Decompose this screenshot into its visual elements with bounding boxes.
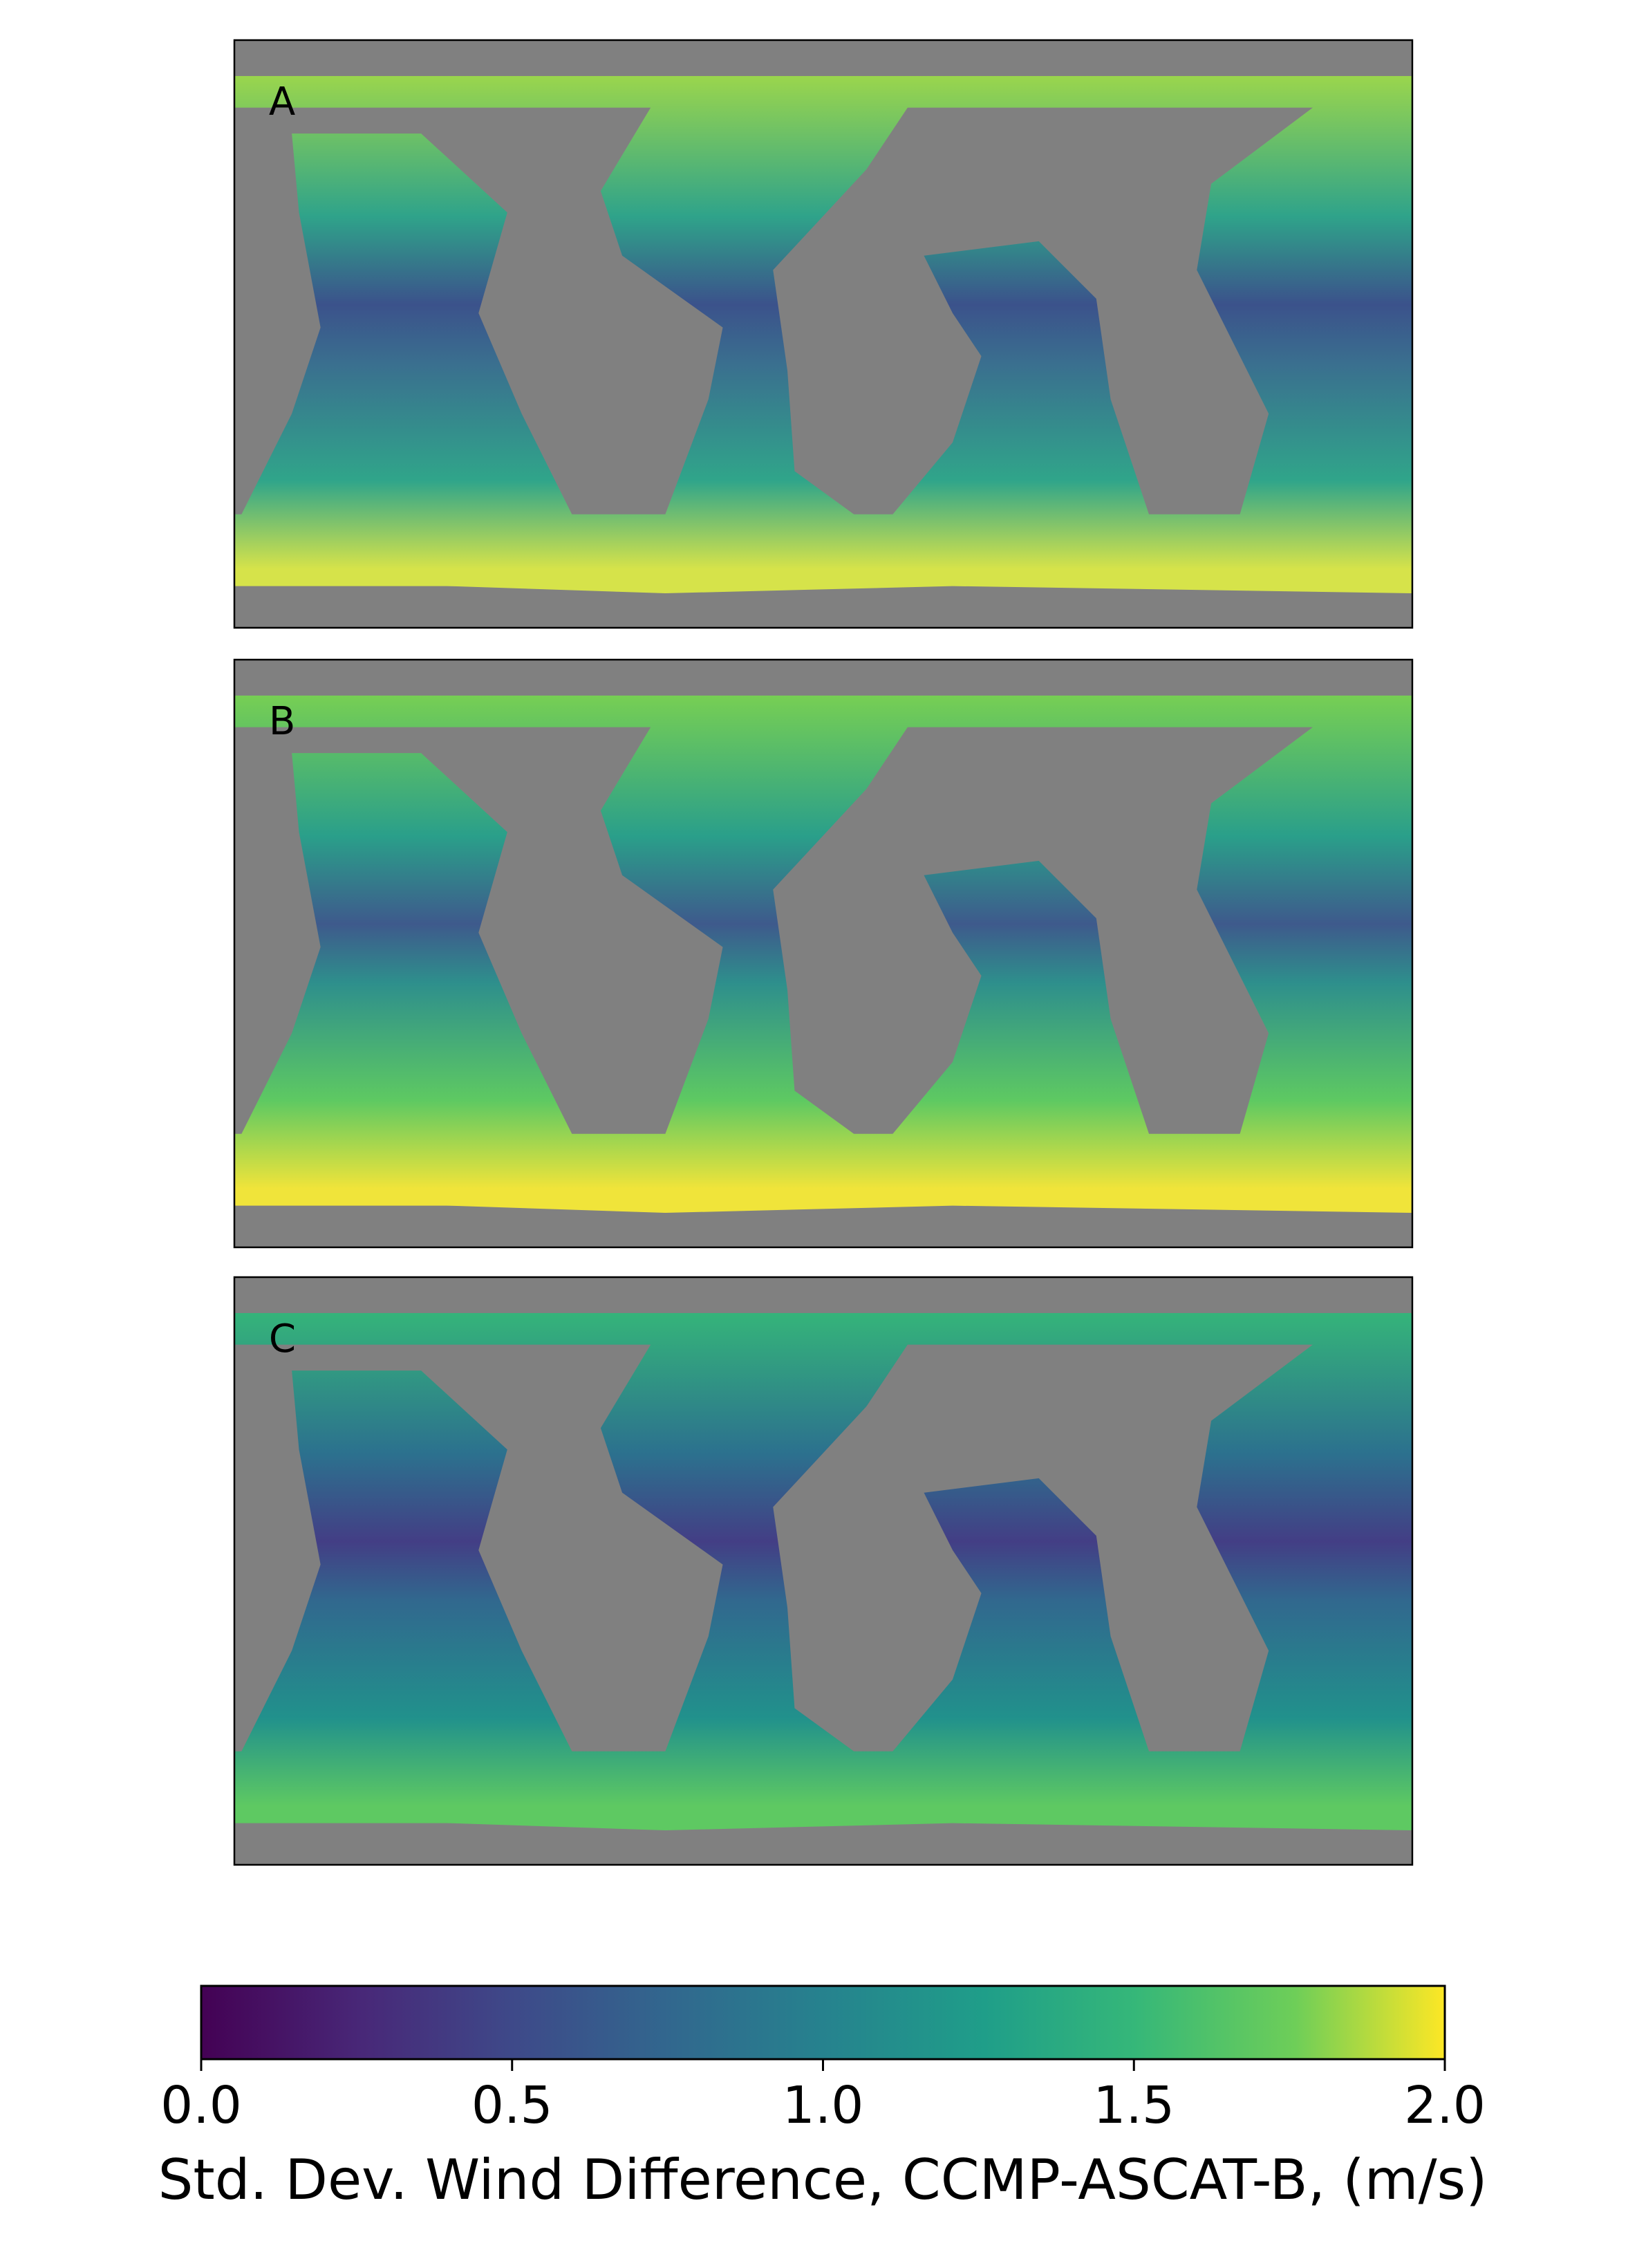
panel-label: C bbox=[269, 1317, 296, 1361]
panel-label: A bbox=[269, 80, 295, 124]
colorbar-tick-label: 1.5 bbox=[1093, 2076, 1175, 2135]
panel-label: B bbox=[269, 699, 295, 744]
colorbar-tick-label: 2.0 bbox=[1404, 2076, 1486, 2135]
map-panel: B bbox=[233, 658, 1414, 1249]
colorbar-tick-label: 1.0 bbox=[783, 2076, 864, 2135]
map-panel: A bbox=[233, 39, 1414, 629]
colorbar-gradient bbox=[200, 1984, 1446, 2061]
colorbar-tick-label: 0.5 bbox=[471, 2076, 553, 2135]
colorbar: Std. Dev. Wind Difference, CCMP-ASCAT-B,… bbox=[158, 1984, 1488, 2212]
colorbar-tick-label: 0.0 bbox=[160, 2076, 242, 2135]
panel-frame bbox=[233, 39, 1414, 629]
map-panel: C bbox=[233, 1276, 1414, 1866]
panel-frame bbox=[233, 658, 1414, 1249]
colorbar-label: Std. Dev. Wind Difference, CCMP-ASCAT-B,… bbox=[158, 2148, 1488, 2212]
map-panels: A B C bbox=[233, 39, 1414, 1866]
panel-frame bbox=[233, 1276, 1414, 1866]
